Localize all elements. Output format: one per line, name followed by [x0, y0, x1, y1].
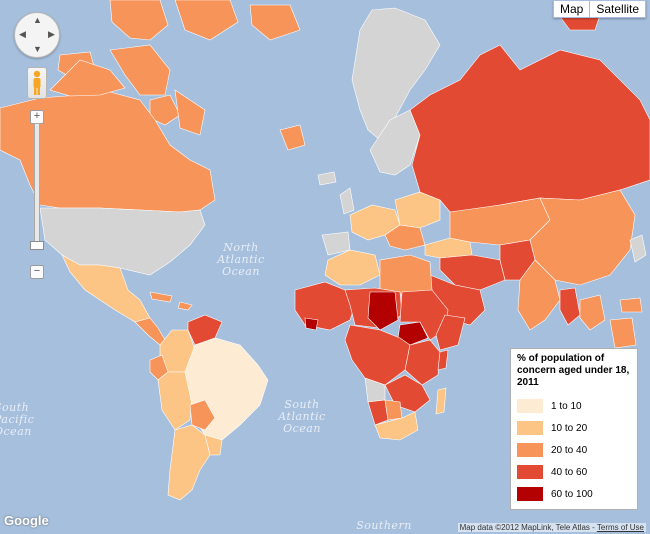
south-pacific-label: South Pacific Ocean	[0, 401, 35, 438]
legend-label: 60 to 100	[551, 488, 593, 500]
legend-item: 20 to 40	[517, 439, 631, 461]
russia[interactable]	[409, 44, 650, 213]
united-states[interactable]	[39, 207, 206, 276]
madagascar[interactable]	[435, 387, 447, 415]
bolivia[interactable]	[189, 399, 216, 431]
myanmar[interactable]	[559, 287, 581, 326]
pan-left-icon[interactable]: ◀	[19, 29, 26, 39]
legend-swatch	[517, 487, 543, 501]
street-view-pegman[interactable]	[27, 67, 47, 99]
legend: % of population of concern aged under 18…	[510, 348, 638, 510]
legend-item: 60 to 100	[517, 483, 631, 505]
zoom-slider-thumb[interactable]	[30, 241, 44, 250]
india[interactable]	[517, 259, 561, 331]
gulf-guinea[interactable]	[304, 317, 319, 331]
central-america[interactable]	[134, 317, 166, 346]
legend-item: 1 to 10	[517, 395, 631, 417]
south-sudan[interactable]	[397, 321, 429, 346]
map-button[interactable]: Map	[560, 2, 584, 16]
uk[interactable]	[339, 187, 355, 215]
legend-swatch	[517, 421, 543, 435]
satellite-button[interactable]: Satellite	[589, 1, 645, 17]
legend-label: 40 to 60	[551, 466, 588, 478]
greenland[interactable]	[351, 7, 441, 141]
legend-item: 10 to 20	[517, 417, 631, 439]
east-africa[interactable]	[404, 339, 441, 386]
iberia[interactable]	[321, 231, 351, 256]
chile-argentina[interactable]	[167, 424, 211, 501]
legend-label: 20 to 40	[551, 444, 588, 456]
central-africa[interactable]	[344, 324, 411, 386]
canada[interactable]	[0, 91, 216, 213]
pan-up-icon[interactable]: ▲	[33, 15, 42, 25]
canada-arctic[interactable]	[109, 0, 169, 41]
legend-title: % of population of concern aged under 18…	[517, 353, 630, 388]
south-africa[interactable]	[374, 411, 419, 441]
botswana[interactable]	[384, 399, 403, 421]
iceland[interactable]	[317, 171, 337, 186]
map-data-text: Map data ©2012 MapLink, Tele Atlas -	[459, 523, 597, 532]
chad[interactable]	[367, 291, 399, 331]
libya-egypt[interactable]	[379, 254, 433, 296]
pan-down-icon[interactable]: ▼	[33, 44, 42, 54]
zoom-slider-track[interactable]	[34, 123, 40, 245]
south-cone[interactable]	[204, 434, 223, 456]
legend-swatch	[517, 399, 543, 413]
pan-right-icon[interactable]: ▶	[48, 29, 55, 39]
legend-swatch	[517, 443, 543, 457]
caribbean[interactable]	[149, 291, 193, 311]
iraq-iran[interactable]	[439, 254, 506, 291]
south-atlantic-label: South Atlantic Ocean	[278, 398, 326, 435]
mongolia-china[interactable]	[529, 189, 636, 286]
terms-of-use-link[interactable]: Terms of Use	[596, 523, 644, 532]
zoom-in-button[interactable]: +	[30, 110, 44, 124]
somalia-tip[interactable]	[437, 349, 449, 371]
scandinavia[interactable]	[369, 109, 421, 176]
canada-north[interactable]	[49, 44, 206, 136]
google-logo[interactable]: Google	[4, 513, 49, 528]
southern-ocean-label: Southern	[356, 519, 412, 532]
north-africa[interactable]	[324, 249, 381, 286]
legend-label: 10 to 20	[551, 422, 588, 434]
map-type-control: Map Satellite	[553, 0, 647, 18]
pegman-icon	[33, 70, 41, 95]
legend-label: 1 to 10	[551, 400, 582, 412]
legend-item: 40 to 60	[517, 461, 631, 483]
attribution: Map data ©2012 MapLink, Tele Atlas - Ter…	[457, 523, 646, 532]
namibia[interactable]	[367, 399, 389, 426]
west-africa[interactable]	[294, 281, 356, 331]
zoom-out-button[interactable]: −	[30, 265, 44, 279]
north-atlantic-label: North Atlantic Ocean	[217, 241, 265, 278]
se-asia[interactable]	[579, 294, 643, 349]
pan-control[interactable]: ▲ ▼ ◀ ▶	[14, 12, 60, 58]
legend-swatch	[517, 465, 543, 479]
horn-africa[interactable]	[435, 314, 466, 351]
japan[interactable]	[629, 234, 647, 263]
